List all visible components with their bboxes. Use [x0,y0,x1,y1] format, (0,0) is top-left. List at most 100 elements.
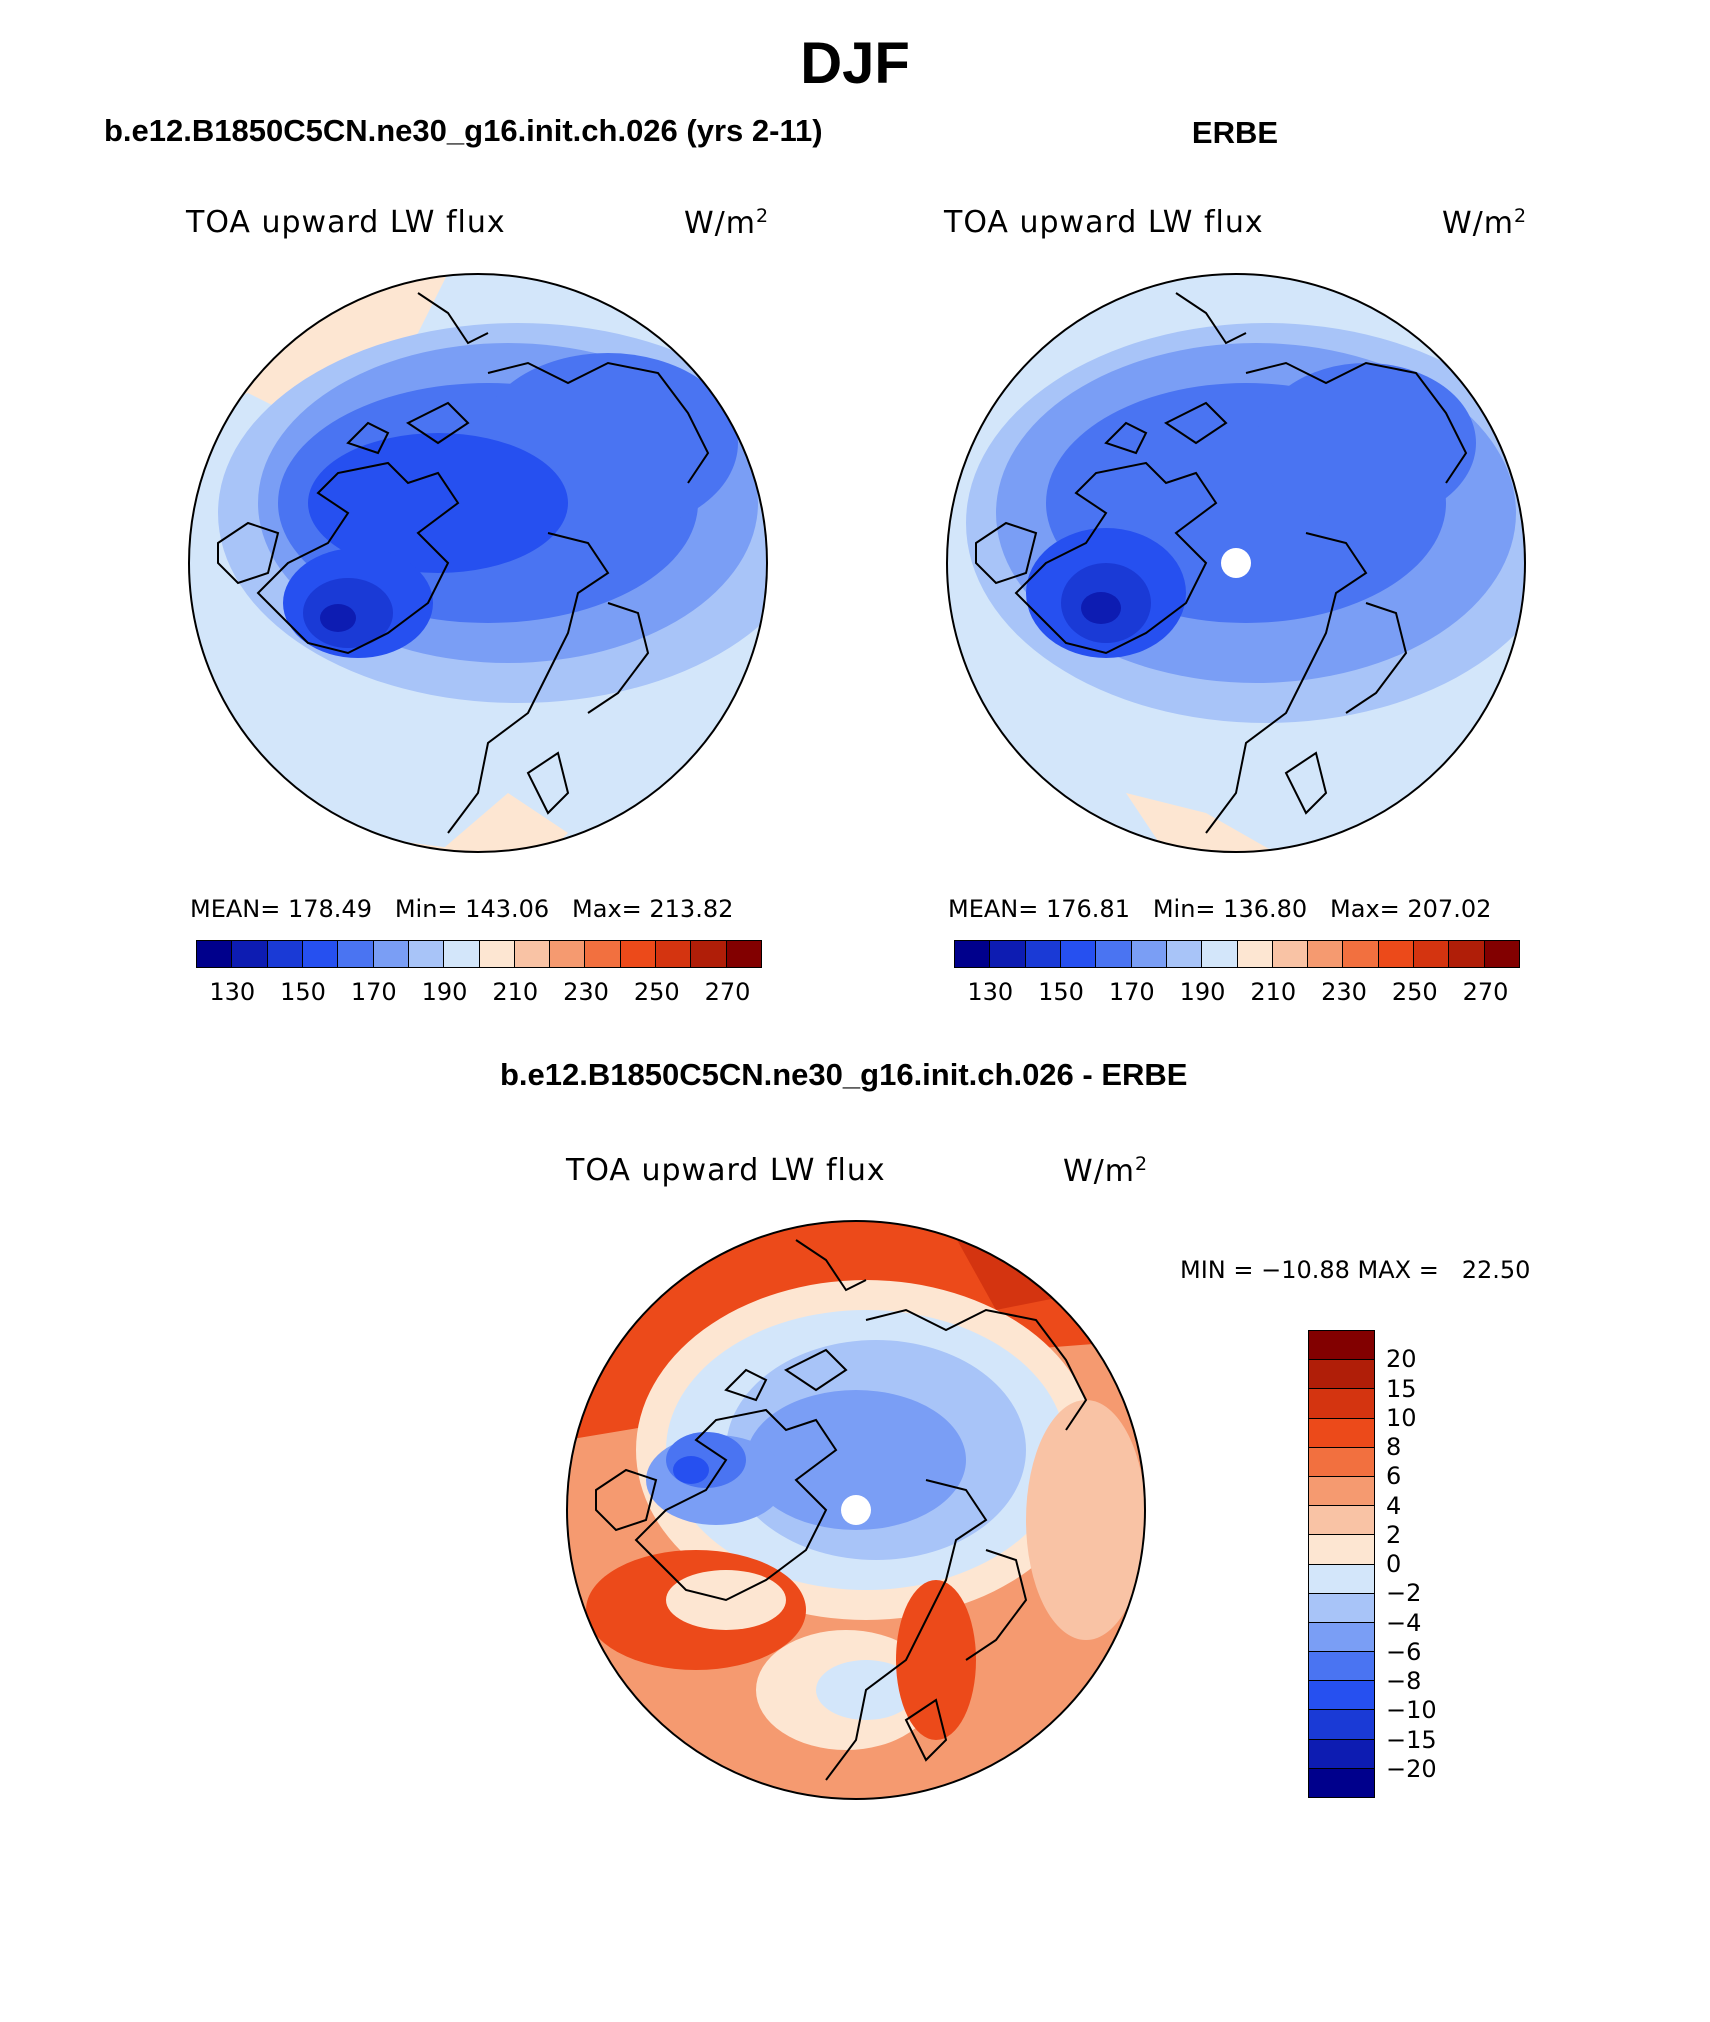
panel1-map-boundary [188,273,768,853]
panel2-colorbar-tick-label: 170 [1108,978,1155,1006]
panel3-colorbar-tick-label: −10 [1386,1696,1437,1725]
panel2-colorbar-tick-label: 130 [967,978,1014,1006]
panel1-colorbar-swatch [691,941,727,967]
panel3-colorbar-tick-label: −20 [1386,1754,1437,1783]
panel3-colorbar-swatch [1309,1389,1374,1419]
panel2-colorbar-swatch [1025,941,1061,967]
panel1-colorbar-swatch [232,941,268,967]
panel2-units: W/m2 [1442,205,1527,241]
panel3-colorbar [1308,1330,1375,1798]
panel2-colorbar-swatch [1202,941,1238,967]
panel2-colorbar-ticks: 130 150 170 190 210 230 250 270 [954,978,1520,1008]
panel2-colorbar-swatch [1272,941,1309,967]
panel3-colorbar-tick-label: −6 [1386,1637,1422,1666]
panel2-colorbar-tick-label: 210 [1250,978,1297,1006]
panel3-colorbar-swatch [1309,1768,1374,1797]
panel1-colorbar-tick-label: 130 [209,978,256,1006]
panel3-colorbar-swatch [1309,1652,1374,1682]
panel3-colorbar-swatch [1309,1593,1374,1623]
panel3-units: W/m2 [1063,1153,1148,1189]
panel3-units-exponent: 2 [1135,1153,1149,1175]
panel2-variable-label: TOA upward LW flux [944,205,1264,240]
panel3-colorbar-tick-label: 4 [1386,1491,1402,1520]
panel3-colorbar-swatch [1309,1331,1374,1361]
panel3-colorbar-tick-label: 0 [1386,1550,1402,1578]
panel3-colorbar-swatch [1309,1739,1374,1769]
panel1-colorbar-ticks: 130 150 170 190 210 230 250 270 [196,978,762,1008]
panel3-colorbar-tick-label: −2 [1386,1579,1422,1608]
panel1-variable-label: TOA upward LW flux [186,205,506,240]
panel2-colorbar-swatch [1484,941,1519,967]
panel2-colorbar-swatch [1308,941,1344,967]
panel2-colorbar-tick-label: 150 [1038,978,1084,1006]
panel2-colorbar-swatch [1414,941,1450,967]
panel1-colorbar-swatch [444,941,480,967]
panel2-colorbar-swatch [1378,941,1415,967]
panel1-colorbar-tick-label: 190 [421,978,468,1006]
panel1-units-text: W/m [684,206,756,241]
panel2-pole-gap [1221,548,1251,578]
panel1-colorbar-tick-label: 170 [350,978,397,1006]
panel1-colorbar-swatch [479,941,515,967]
panel1-colorbar-swatch [197,941,233,967]
panel3-title: b.e12.B1850C5CN.ne30_g16.init.ch.026 - E… [500,1057,1188,1092]
panel3-colorbar-tick-label: −15 [1386,1725,1437,1754]
panel2-colorbar-tick-label: 230 [1321,978,1367,1006]
panel2-colorbar-tick-label: 190 [1179,978,1226,1006]
panel3-colorbar-tick-label: 20 [1386,1345,1417,1374]
panel1-colorbar-tick-label: 270 [704,978,751,1006]
panel2-colorbar-swatch [955,941,991,967]
panel3-pole-gap [841,1495,871,1525]
panel3-polar-map [566,1220,1146,1800]
panel1-units: W/m2 [684,205,769,241]
panel2-polar-map [946,273,1526,853]
panel1-colorbar-swatch [267,941,303,967]
panel3-units-text: W/m [1063,1154,1135,1189]
panel3-colorbar-tick-label: 8 [1386,1433,1402,1461]
panel3-colorbar-swatch [1309,1360,1374,1390]
panel2-colorbar-swatch [1449,941,1485,967]
panel2-colorbar-swatch [1237,941,1273,967]
panel3-colorbar-tick-label: −4 [1386,1608,1422,1637]
panel2-colorbar-swatch [990,941,1026,967]
panel1-units-exponent: 2 [756,205,770,227]
panel1-colorbar-swatch [585,941,621,967]
panel2-colorbar [954,940,1520,968]
panel1-colorbar-tick-label: 210 [492,978,539,1006]
panel1-colorbar-swatch [620,941,657,967]
panel3-map-boundary [566,1220,1146,1800]
panel1-colorbar-swatch [514,941,551,967]
panel1-colorbar-swatch [656,941,692,967]
panel3-colorbar-swatch [1309,1418,1374,1448]
panel3-colorbar-swatch [1309,1535,1374,1565]
panel1-colorbar-tick-label: 230 [563,978,609,1006]
panel1-colorbar-swatch [408,941,445,967]
panel3-colorbar-tick-label: −8 [1386,1667,1422,1695]
panel1-colorbar-tick-label: 150 [280,978,326,1006]
panel2-units-text: W/m [1442,206,1514,241]
panel3-stats: MIN = −10.88 MAX = 22.50 [1180,1256,1531,1284]
panel2-title: ERBE [1191,115,1279,150]
panel3-colorbar-swatch [1309,1506,1374,1536]
panel2-colorbar-swatch [1060,941,1097,967]
panel1-colorbar-tick-label: 250 [633,978,680,1006]
panel3-colorbar-swatch [1309,1710,1374,1740]
figure-title: DJF [800,31,910,96]
panel3-colorbar-swatch [1309,1447,1374,1477]
panel1-colorbar-swatch [373,941,409,967]
panel3-colorbar-swatch [1309,1622,1374,1653]
panel2-colorbar-swatch [1166,941,1203,967]
panel1-colorbar-swatch [302,941,339,967]
panel2-colorbar-tick-label: 270 [1462,978,1509,1006]
panel1-colorbar [196,940,762,968]
panel1-colorbar-swatch [550,941,586,967]
panel3-variable-label: TOA upward LW flux [566,1153,886,1188]
panel2-colorbar-swatch [1343,941,1379,967]
panel1-colorbar-swatch [726,941,761,967]
panel2-colorbar-swatch [1131,941,1167,967]
panel3-colorbar-swatch [1309,1681,1374,1711]
panel2-stats: MEAN= 176.81 Min= 136.80 Max= 207.02 [948,895,1492,923]
panel2-colorbar-tick-label: 250 [1391,978,1438,1006]
panel1-colorbar-swatch [338,941,374,967]
panel3-colorbar-tick-label: 2 [1386,1520,1402,1549]
